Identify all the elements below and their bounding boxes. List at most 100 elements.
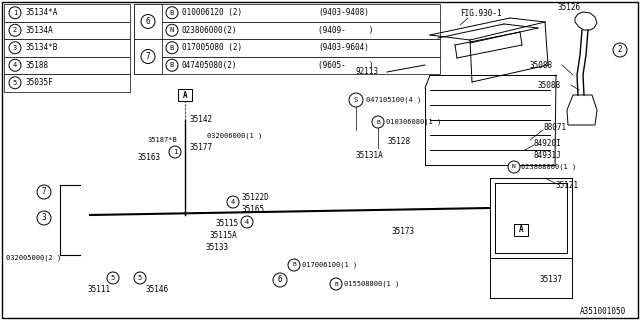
- Text: (9403-9408): (9403-9408): [318, 8, 369, 17]
- Text: 35187*B: 35187*B: [148, 137, 178, 143]
- Circle shape: [166, 24, 178, 36]
- Text: N: N: [512, 164, 516, 170]
- Text: 2: 2: [618, 45, 622, 54]
- Circle shape: [166, 7, 178, 19]
- Text: 35142: 35142: [190, 116, 213, 124]
- Text: (9403-9604): (9403-9604): [318, 43, 369, 52]
- Bar: [134, 57, 440, 74]
- Text: 35122D: 35122D: [241, 194, 269, 203]
- Circle shape: [273, 273, 287, 287]
- Circle shape: [241, 216, 253, 228]
- Text: 3: 3: [13, 45, 17, 51]
- Text: S: S: [354, 97, 358, 103]
- Circle shape: [9, 77, 21, 89]
- Text: 6: 6: [146, 17, 150, 26]
- Text: 92113: 92113: [355, 68, 378, 76]
- Circle shape: [134, 272, 146, 284]
- Text: A351001050: A351001050: [580, 308, 627, 316]
- Circle shape: [9, 59, 21, 71]
- Text: 84931J: 84931J: [534, 150, 562, 159]
- Circle shape: [613, 43, 627, 57]
- Text: 2: 2: [13, 27, 17, 33]
- Text: 35165: 35165: [241, 205, 264, 214]
- Circle shape: [169, 146, 181, 158]
- Circle shape: [107, 272, 119, 284]
- Text: 35173: 35173: [392, 228, 415, 236]
- Text: 35088: 35088: [530, 60, 553, 69]
- Circle shape: [141, 14, 155, 28]
- Text: 35115: 35115: [215, 220, 238, 228]
- Text: 023806000(2): 023806000(2): [182, 26, 237, 35]
- Text: 35035F: 35035F: [26, 78, 54, 87]
- Text: 4: 4: [231, 199, 235, 205]
- Circle shape: [288, 259, 300, 271]
- Text: 047405080(2): 047405080(2): [182, 61, 237, 70]
- Circle shape: [9, 7, 21, 19]
- Text: 35088: 35088: [538, 81, 561, 90]
- Circle shape: [9, 24, 21, 36]
- Text: 5: 5: [13, 80, 17, 86]
- Text: 84920I: 84920I: [534, 139, 562, 148]
- Text: 35163: 35163: [138, 154, 161, 163]
- Text: (9605-     ): (9605- ): [318, 61, 374, 70]
- Text: 35177: 35177: [190, 143, 213, 153]
- Text: B: B: [292, 262, 296, 268]
- Text: 35137: 35137: [540, 276, 563, 284]
- Circle shape: [166, 59, 178, 71]
- Text: 35111: 35111: [88, 285, 111, 294]
- Text: 3: 3: [42, 213, 46, 222]
- Text: 35115A: 35115A: [210, 231, 237, 241]
- Text: 35121: 35121: [555, 180, 578, 189]
- Text: 35134A: 35134A: [26, 26, 54, 35]
- Text: 010006120 (2): 010006120 (2): [182, 8, 242, 17]
- Text: 35131A: 35131A: [355, 150, 383, 159]
- Circle shape: [349, 93, 363, 107]
- Circle shape: [37, 185, 51, 199]
- Text: N: N: [170, 27, 174, 33]
- Bar: [4, 57, 130, 74]
- Text: 35134*B: 35134*B: [26, 43, 58, 52]
- Text: B: B: [170, 10, 174, 16]
- Circle shape: [9, 42, 21, 54]
- Text: B: B: [376, 119, 380, 124]
- Text: 4: 4: [245, 219, 249, 225]
- Text: 35133: 35133: [205, 244, 228, 252]
- Text: (9409-     ): (9409- ): [318, 26, 374, 35]
- Text: 7: 7: [146, 52, 150, 61]
- Circle shape: [166, 42, 178, 54]
- Bar: [4, 21, 130, 39]
- Text: A: A: [518, 226, 524, 235]
- Text: 032006000(1 ): 032006000(1 ): [207, 133, 262, 139]
- Text: 017005080 (2): 017005080 (2): [182, 43, 242, 52]
- Circle shape: [372, 116, 384, 128]
- Circle shape: [141, 50, 155, 63]
- Bar: [134, 39, 440, 57]
- Text: 35134*A: 35134*A: [26, 8, 58, 17]
- Text: 6: 6: [278, 276, 282, 284]
- Text: 017006100(1 ): 017006100(1 ): [302, 262, 357, 268]
- Circle shape: [330, 278, 342, 290]
- Text: B: B: [334, 282, 338, 286]
- Circle shape: [227, 196, 239, 208]
- Text: 88071: 88071: [543, 124, 566, 132]
- Text: 35188: 35188: [26, 61, 49, 70]
- Text: B: B: [170, 62, 174, 68]
- Text: 5: 5: [111, 275, 115, 281]
- Text: 1: 1: [13, 10, 17, 16]
- Text: 047105100(4 ): 047105100(4 ): [366, 97, 421, 103]
- Text: B: B: [170, 45, 174, 51]
- Text: 023808000(1 ): 023808000(1 ): [521, 164, 576, 170]
- Text: 35128: 35128: [388, 138, 411, 147]
- Bar: [4, 4, 130, 21]
- Bar: [4, 74, 130, 92]
- Text: 032005000(2 ): 032005000(2 ): [6, 255, 61, 261]
- Bar: [514, 224, 528, 236]
- Bar: [4, 39, 130, 57]
- Text: 5: 5: [138, 275, 142, 281]
- Text: A: A: [182, 91, 188, 100]
- Text: 7: 7: [42, 188, 46, 196]
- Text: 1: 1: [173, 149, 177, 155]
- Circle shape: [37, 211, 51, 225]
- Text: 4: 4: [13, 62, 17, 68]
- Text: 015508800(1 ): 015508800(1 ): [344, 281, 399, 287]
